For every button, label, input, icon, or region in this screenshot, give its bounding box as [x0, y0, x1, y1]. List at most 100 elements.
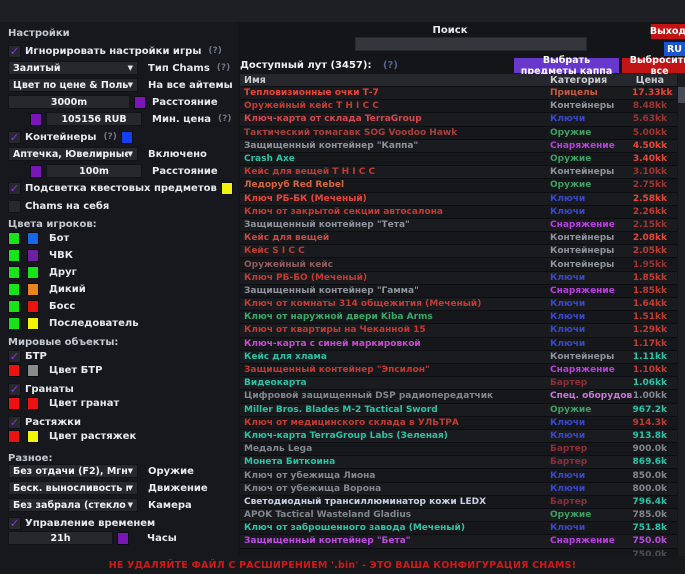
grenades-checkbox[interactable]: ✓ [8, 382, 21, 396]
containers-checkbox[interactable]: ✓ [8, 130, 21, 144]
table-row[interactable]: Ключ-карта с синей маркировкой Ключи 1.17k… [240, 337, 677, 351]
color-swatch[interactable] [120, 130, 133, 144]
color-swatch[interactable] [8, 316, 20, 330]
table-row[interactable]: Ключ-карта от склада TerraGroup Ключи 5.63… [240, 113, 677, 127]
min-price-input[interactable] [46, 112, 142, 126]
table-row[interactable]: Ключ от закрытой секции автосалона Ключи 2… [240, 205, 677, 219]
table-row[interactable]: Ключ от квартиры на Чеканной 15 Ключи 1.29… [240, 324, 677, 338]
color-swatch[interactable] [8, 363, 20, 377]
item-price: 2.75kk [632, 180, 667, 191]
distance2-label: Расстояние [152, 165, 218, 177]
color-swatch[interactable] [27, 282, 39, 296]
quest-highlight-checkbox[interactable]: ✓ [8, 181, 21, 195]
chams-type-dropdown[interactable]: Залитый ▼ [8, 61, 138, 75]
color-swatch[interactable] [220, 181, 233, 195]
table-row[interactable]: Оружейный кейс Контейнеры 1.95kk [240, 258, 677, 272]
exit-button[interactable]: Выход [649, 24, 685, 39]
tripwires-checkbox[interactable]: ✓ [8, 415, 21, 429]
table-row[interactable]: Монета Биткоина Бартер 869.6k [240, 456, 677, 470]
column-price[interactable]: Цена [635, 74, 664, 86]
color-swatch[interactable] [8, 299, 20, 313]
column-name[interactable]: Имя [244, 74, 266, 86]
table-row[interactable]: 750.0k [240, 548, 677, 556]
color-swatch[interactable] [8, 248, 20, 262]
color-swatch[interactable] [8, 265, 20, 279]
color-swatch[interactable] [27, 299, 39, 313]
table-row[interactable]: Оружейный кейс T H I C C Контейнеры 8.48kk [240, 100, 677, 114]
table-row[interactable]: Ключ от наружной двери Kiba Arms Ключи 1.5… [240, 311, 677, 325]
column-category[interactable]: Категория [550, 74, 608, 86]
search-input[interactable] [355, 37, 587, 51]
table-row[interactable]: Ледоруб Red Rebel Оружие 2.75kk [240, 179, 677, 193]
color-swatch[interactable] [8, 282, 20, 296]
table-row[interactable]: Медаль Lega Бартер 900.0k [240, 443, 677, 457]
table-row[interactable]: Тактический томагавк SOG Voodoo Hawk Оруж… [240, 126, 677, 140]
distance2-input[interactable] [46, 164, 142, 178]
weapon-dropdown[interactable]: Без отдачи (F2), Мгновенное п ▼ [8, 464, 138, 478]
table-row[interactable]: Защищенный контейнер "Тета" Снаряжение 2.1… [240, 218, 677, 233]
table-row[interactable]: Ключ РБ-БК (Меченый) Ключи 2.58kk [240, 192, 677, 206]
help-icon[interactable]: (?) [218, 114, 232, 124]
color-swatch[interactable] [8, 429, 20, 443]
table-row[interactable]: Ключ-карта TerraGroup Labs (Зеленая) Ключ… [240, 429, 677, 444]
table-row[interactable]: Ключ РБ-БО (Меченый) Ключи 1.85kk [240, 271, 677, 285]
camera-dropdown[interactable]: Без забрала (стекло шлема) ▼ [8, 498, 138, 512]
item-name: Оружейный кейс T H I C C [244, 101, 379, 112]
chams-self-checkbox[interactable] [8, 199, 21, 213]
color-swatch[interactable] [134, 95, 146, 109]
table-row[interactable]: Тепловизионные очки Т-7 Прицелы 17.33kk [240, 87, 677, 101]
color-swatch[interactable] [27, 265, 39, 279]
color-swatch[interactable] [117, 531, 129, 545]
table-row[interactable]: Видеокарта Бартер 1.06kk [240, 377, 677, 391]
color-swatch[interactable] [27, 248, 39, 262]
hours-input[interactable] [8, 531, 113, 545]
table-row[interactable]: Светодиодный трансиллюминатор кожи LEDX Б… [240, 495, 677, 509]
btr-checkbox[interactable]: ✓ [8, 349, 21, 363]
help-icon[interactable]: (?) [208, 46, 222, 56]
distance-input[interactable] [8, 95, 130, 109]
table-row[interactable]: Crash Axe Оружие 3.40kk [240, 152, 677, 167]
select-kappa-items-button[interactable]: Выбрать предметы каппа [514, 55, 619, 77]
ignore-game-settings-checkbox[interactable]: ✓ [8, 44, 21, 58]
color-swatch[interactable] [8, 231, 20, 245]
table-row[interactable]: Ключ от убежища Лиона Ключи 850.0k [240, 469, 677, 483]
misc-title: Разное: [8, 452, 53, 464]
table-row[interactable]: Ключ от медицинского склада в УЛЬТРА Ключ… [240, 416, 677, 430]
color-swatch[interactable] [30, 164, 42, 178]
color-swatch[interactable] [27, 429, 39, 443]
chams-self-label: Chams на себя [25, 200, 110, 212]
color-swatch[interactable] [27, 396, 39, 410]
help-icon[interactable]: (?) [382, 60, 398, 71]
color-swatch[interactable] [30, 112, 42, 126]
all-items-dropdown[interactable]: Цвет по цене & Пользователь ▼ [8, 78, 138, 92]
item-price: 1.95kk [632, 259, 667, 270]
table-row[interactable]: Защищенный контейнер "Бета" Снаряжение 750… [240, 535, 677, 549]
time-control-checkbox[interactable]: ✓ [8, 516, 21, 530]
table-row[interactable]: Ключ от убежища Ворона Ключи 800.0k [240, 482, 677, 496]
help-icon[interactable]: (?) [216, 63, 231, 73]
scrollbar-thumb[interactable] [678, 87, 685, 103]
table-row[interactable]: Защищенный контейнер "Гамма" Снаряжение 1.… [240, 284, 677, 298]
color-swatch[interactable] [27, 231, 39, 245]
table-row[interactable]: Ключ от комнаты 314 общежития (Меченый) К… [240, 298, 677, 312]
table-row[interactable]: APOK Tactical Wasteland Gladius Оружие 785… [240, 509, 677, 523]
table-row[interactable]: Кейс для вещей Контейнеры 2.08kk [240, 232, 677, 246]
color-swatch[interactable] [27, 316, 39, 330]
table-row[interactable]: Кейс S I C C Контейнеры 2.05kk [240, 245, 677, 259]
table-row[interactable]: Ключ от заброшенного завода (Меченый) Клю… [240, 522, 677, 536]
title-bar[interactable] [0, 0, 685, 22]
table-row[interactable]: Кейс для хлама Контейнеры 1.11kk [240, 350, 677, 364]
movement-dropdown[interactable]: Беск. выносливость и нет уста ▼ [8, 481, 138, 495]
language-button[interactable]: RU [664, 42, 685, 56]
table-row[interactable]: Защищенный контейнер "Каппа" Снаряжение 4.… [240, 139, 677, 153]
table-row[interactable]: Miller Bros. Blades M-2 Tactical Sword Ор… [240, 403, 677, 417]
enabled-dropdown[interactable]: Аптечка, Ювелирные и... ▼ [8, 147, 138, 161]
help-icon[interactable]: (?) [103, 132, 117, 142]
table-row[interactable]: Защищенный контейнер "Эпсилон" Снаряжение… [240, 363, 677, 378]
color-swatch[interactable] [27, 363, 39, 377]
color-swatch[interactable] [8, 396, 20, 410]
table-scrollbar[interactable] [678, 74, 685, 556]
drop-all-button[interactable]: Выбросить все [622, 55, 685, 77]
table-row[interactable]: Цифровой защищенный DSP радиопередатчик С… [240, 390, 677, 404]
table-row[interactable]: Кейс для вещей T H I C C Контейнеры 3.10kk [240, 166, 677, 180]
